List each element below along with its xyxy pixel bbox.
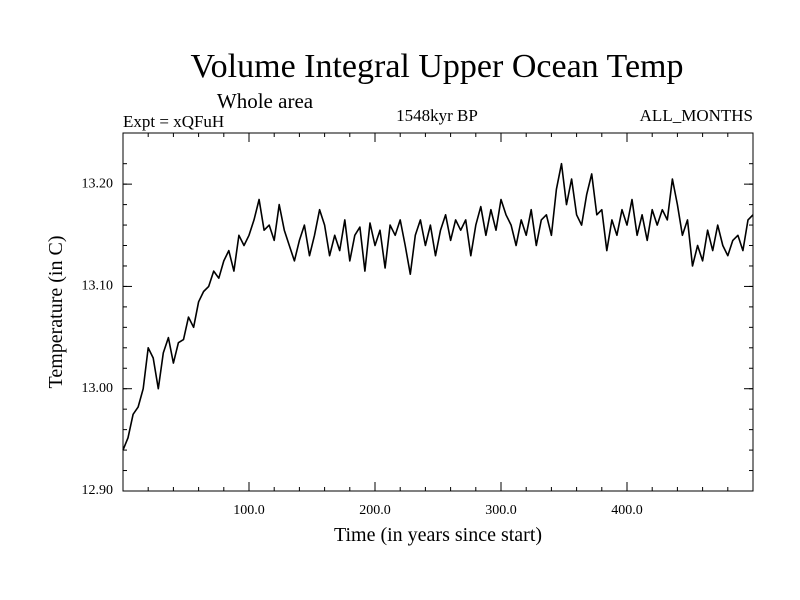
months-label: ALL_MONTHS bbox=[640, 106, 753, 125]
x-tick-label: 300.0 bbox=[485, 503, 517, 518]
y-tick-labels: 12.90 13.00 13.10 13.20 bbox=[82, 176, 114, 498]
plot-frame bbox=[122, 132, 754, 492]
series-line bbox=[122, 162, 754, 451]
chart-title: Volume Integral Upper Ocean Temp bbox=[191, 48, 684, 85]
y-tick-label: 13.00 bbox=[82, 381, 114, 396]
x-tick-label: 100.0 bbox=[233, 503, 265, 518]
y-tick-label: 13.10 bbox=[82, 279, 114, 294]
x-tick-label: 200.0 bbox=[359, 503, 391, 518]
y-tick-label: 13.20 bbox=[82, 176, 114, 191]
y-tick-label: 12.90 bbox=[82, 483, 114, 498]
major-ticks bbox=[123, 133, 753, 492]
period-label: 1548kyr BP bbox=[396, 106, 478, 125]
chart-subtitle: Whole area bbox=[217, 89, 314, 113]
y-axis-label: Temperature (in C) bbox=[45, 236, 67, 389]
x-axis-label: Time (in years since start) bbox=[334, 524, 542, 546]
x-tick-labels: 100.0 200.0 300.0 400.0 bbox=[233, 503, 643, 518]
experiment-label: Expt = xQFuH bbox=[123, 112, 224, 131]
minor-ticks bbox=[123, 133, 753, 491]
x-tick-label: 400.0 bbox=[611, 503, 643, 518]
